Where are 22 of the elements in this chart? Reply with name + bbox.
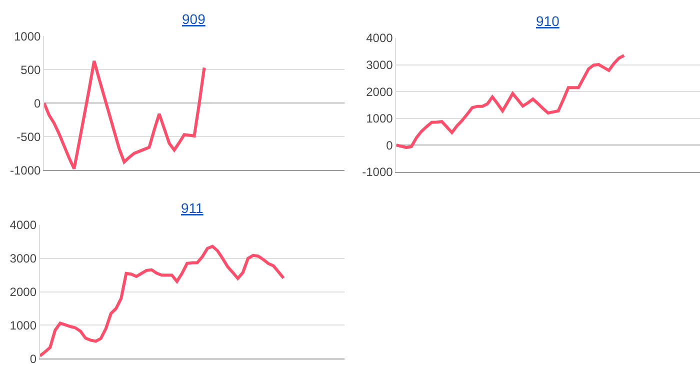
- y-tick-label: 3000: [10, 252, 37, 266]
- chart-title: 909: [182, 11, 206, 27]
- line-series: [396, 54, 626, 150]
- chart-title: 910: [536, 13, 560, 29]
- y-tick-label: 2000: [366, 84, 394, 99]
- y-tick-label: 0: [386, 138, 394, 152]
- y-tick-label: 4000: [366, 31, 394, 46]
- y-tick-label: 0: [30, 352, 37, 366]
- y-tick-label: 1000: [366, 112, 394, 126]
- y-tick-label: 500: [20, 62, 42, 77]
- y-tick-label: 1000: [14, 29, 42, 44]
- y-tick-label: 2000: [10, 285, 37, 299]
- line-series: [40, 244, 285, 358]
- y-tick-label: 1000: [10, 318, 37, 332]
- y-tick-label: -500: [16, 130, 42, 144]
- y-tick-label: 3000: [366, 58, 394, 72]
- line-series: [44, 59, 206, 170]
- y-tick-label: 4000: [10, 218, 37, 232]
- y-tick-label: -1000: [10, 163, 42, 178]
- chart-title: 911: [181, 200, 204, 216]
- y-tick-label: 0: [34, 96, 42, 110]
- y-tick-label: -1000: [362, 165, 394, 180]
